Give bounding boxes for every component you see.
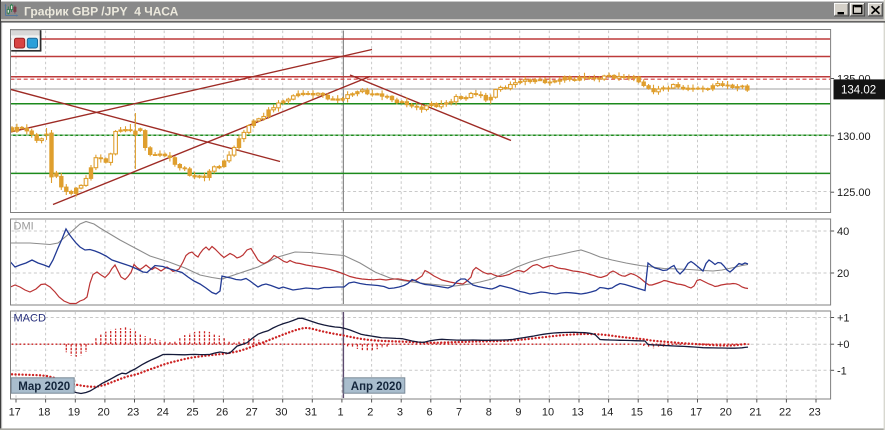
svg-text:24: 24 <box>157 407 169 419</box>
svg-text:130.00: 130.00 <box>837 131 871 143</box>
svg-text:27: 27 <box>246 407 258 419</box>
svg-text:25: 25 <box>186 407 198 419</box>
svg-text:40: 40 <box>837 226 849 238</box>
svg-text:3: 3 <box>397 407 403 419</box>
svg-text:21: 21 <box>749 407 761 419</box>
svg-text:20: 20 <box>837 268 849 280</box>
svg-text:+0: +0 <box>837 339 850 351</box>
svg-text:14: 14 <box>601 407 613 419</box>
svg-text:+1: +1 <box>837 313 850 325</box>
svg-text:17: 17 <box>9 407 21 419</box>
svg-text:125.00: 125.00 <box>837 187 871 199</box>
svg-text:20: 20 <box>97 407 109 419</box>
svg-text:20: 20 <box>720 407 732 419</box>
svg-text:1: 1 <box>338 407 344 419</box>
svg-text:9: 9 <box>515 407 521 419</box>
svg-text:19: 19 <box>68 407 80 419</box>
svg-text:DMI: DMI <box>14 221 34 233</box>
svg-text:18: 18 <box>38 407 50 419</box>
svg-text:30: 30 <box>275 407 287 419</box>
svg-text:31: 31 <box>305 407 317 419</box>
svg-text:13: 13 <box>572 407 584 419</box>
svg-text:MACD: MACD <box>14 313 46 325</box>
svg-text:Мар 2020: Мар 2020 <box>18 381 70 393</box>
svg-text:2: 2 <box>367 407 373 419</box>
svg-text:22: 22 <box>779 407 791 419</box>
svg-text:-1: -1 <box>837 365 847 377</box>
svg-text:График GBP /JPY 4 ЧАСА: График GBP /JPY 4 ЧАСА <box>24 5 179 19</box>
svg-text:6: 6 <box>426 407 432 419</box>
svg-text:8: 8 <box>486 407 492 419</box>
svg-text:134.02: 134.02 <box>841 85 876 97</box>
svg-text:23: 23 <box>809 407 821 419</box>
svg-text:26: 26 <box>216 407 228 419</box>
svg-text:7: 7 <box>456 407 462 419</box>
svg-text:17: 17 <box>690 407 702 419</box>
svg-text:10: 10 <box>542 407 554 419</box>
svg-text:Апр 2020: Апр 2020 <box>351 381 402 393</box>
svg-text:16: 16 <box>660 407 672 419</box>
svg-text:15: 15 <box>631 407 643 419</box>
svg-text:23: 23 <box>127 407 139 419</box>
